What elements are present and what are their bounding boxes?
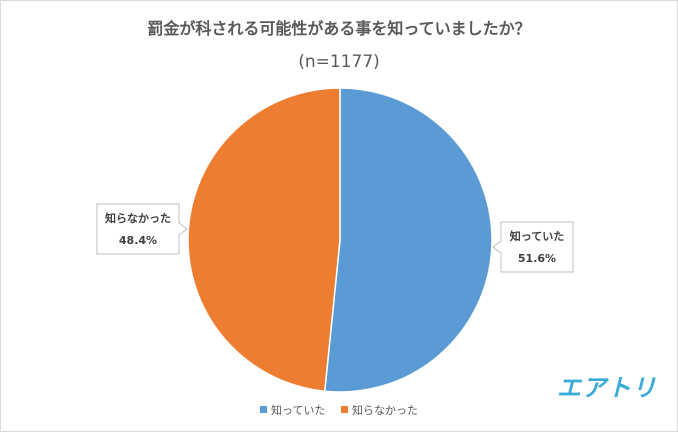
legend-item-known: 知っていた (260, 402, 325, 418)
chart-title: 罰金が科される可能性がある事を知っていましたか？ (147, 19, 531, 38)
callout-value-known: 51.6% (518, 252, 556, 265)
chart-legend: 知っていた 知らなかった (1, 402, 677, 418)
callout-box-known (492, 221, 574, 273)
callout-label-known: 知っていた (509, 229, 564, 243)
legend-swatch-known (260, 406, 268, 413)
pie-callouts: 知っていた 51.6% 知らなかった 48.4% (96, 203, 574, 273)
callout-known: 知っていた 51.6% (492, 221, 574, 273)
legend-item-unknown: 知らなかった (340, 402, 418, 418)
chart-subtitle: (n=1177) (298, 52, 380, 72)
callout-unknown: 知らなかった 48.4% (96, 203, 188, 255)
airtrip-logo: エアトリ (557, 374, 657, 402)
pie-slice-known (323, 87, 493, 393)
pie-slice-unknown (187, 87, 341, 393)
legend-label-unknown: 知らなかった (351, 404, 418, 417)
callout-box-unknown (96, 203, 188, 255)
legend-label-known: 知っていた (271, 404, 326, 417)
callout-value-unknown: 48.4% (119, 234, 157, 247)
callout-label-unknown: 知らなかった (104, 211, 171, 225)
legend-swatch-unknown (340, 406, 348, 413)
pie-slices (187, 87, 493, 393)
